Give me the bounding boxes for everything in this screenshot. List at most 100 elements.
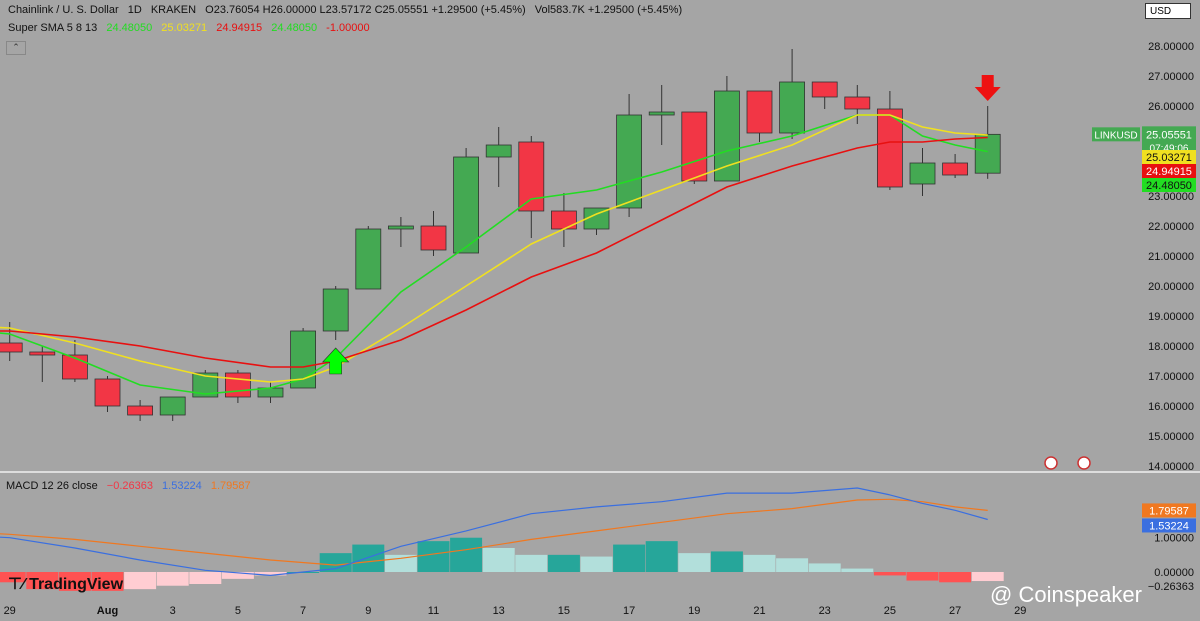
macd-hist-bar <box>319 553 352 572</box>
macd-hist-bar <box>254 572 287 576</box>
x-tick-label: 7 <box>300 605 306 617</box>
x-tick-label: 13 <box>493 605 505 617</box>
candle-body <box>29 351 56 356</box>
macd-hist-bar <box>939 572 972 583</box>
macd-hist-bar <box>189 572 222 584</box>
candle-body <box>0 342 23 353</box>
macd-line-tag <box>1142 518 1196 533</box>
symbol-title[interactable]: Chainlink / U. S. Dollar <box>8 4 119 16</box>
candle-body <box>877 108 903 188</box>
macd-signal-line <box>0 498 988 566</box>
y-tick-label: 18.00000 <box>1148 341 1194 353</box>
y-tick-label: 20.00000 <box>1148 281 1194 293</box>
y-tick-label: 17.00000 <box>1148 371 1194 383</box>
sma8-value: 25.03271 <box>161 22 208 34</box>
sma13-price-tag <box>1142 164 1196 178</box>
sma5-value: 24.48050 <box>106 22 153 34</box>
candle-body <box>453 156 480 254</box>
event-flag-icon <box>1077 456 1091 470</box>
sma13-value: 24.94915 <box>216 22 263 34</box>
macd-hist-bar <box>26 572 59 590</box>
macd-hist-bar <box>906 572 939 581</box>
candle-body <box>224 372 251 398</box>
candle-body <box>974 133 1001 174</box>
macd-y-tick-label: 0.00000 <box>1154 567 1194 579</box>
x-tick-label: 27 <box>949 605 961 617</box>
candle-body <box>648 111 675 116</box>
sma-legend[interactable]: Super SMA 5 8 13 24.48050 25.03271 24.94… <box>8 22 376 34</box>
exchange-label: KRAKEN <box>150 4 197 16</box>
macd-hist-bar <box>710 551 743 572</box>
candle-body <box>485 144 512 158</box>
macd-hist-bar <box>482 548 515 572</box>
macd-line-tag-text: 1.53224 <box>1149 520 1189 532</box>
coinspeaker-watermark: @ Coinspeaker <box>990 582 1142 608</box>
x-tick-label: 21 <box>753 605 765 617</box>
last-price-text: 25.05551 <box>1146 129 1192 141</box>
macd-signal-tag-text: 1.79587 <box>1149 505 1189 517</box>
currency-button[interactable]: USD <box>1145 3 1191 19</box>
sma-extra-neg-value: -1.00000 <box>326 22 370 34</box>
tradingview-logo: ⊤⁄ TradingView <box>8 574 123 594</box>
candle-body <box>909 162 936 185</box>
y-tick-label: 16.00000 <box>1148 401 1194 413</box>
collapse-legend-button[interactable]: ⌃ <box>6 41 26 55</box>
sma13-line <box>0 136 988 368</box>
candle-body <box>583 207 610 230</box>
macd-y-tick-label: 1.00000 <box>1154 533 1194 545</box>
macd-hist-bar <box>645 541 678 572</box>
x-tick-label: Aug <box>97 605 118 617</box>
macd-hist-bar <box>352 544 385 572</box>
macd-hist-bar <box>58 572 91 591</box>
sell-signal-arrow <box>974 75 1001 101</box>
x-tick-label: 9 <box>365 605 371 617</box>
candle-body <box>518 141 545 212</box>
x-tick-label: 3 <box>170 605 176 617</box>
buy-signal-arrow <box>322 347 350 375</box>
macd-hist-bar <box>515 554 548 572</box>
macd-hist-bar <box>450 537 483 572</box>
sma8-price-tag <box>1142 150 1196 164</box>
y-tick-label: 15.00000 <box>1148 431 1194 443</box>
sma5-price-tag-text: 24.48050 <box>1146 180 1192 192</box>
interval-label[interactable]: 1D <box>127 4 142 16</box>
ohlc-readout: O23.76054 H26.00000 L23.57172 C25.05551 … <box>205 4 526 16</box>
macd-hist-bar <box>743 554 776 572</box>
sma13-price-tag-text: 24.94915 <box>1146 166 1192 178</box>
candle-body <box>387 225 414 230</box>
macd-legend[interactable]: MACD 12 26 close −0.26363 1.53224 1.7958… <box>6 480 257 492</box>
sma-label: Super SMA 5 8 13 <box>8 22 98 34</box>
y-tick-label: 14.00000 <box>1148 461 1194 473</box>
macd-hist-bar <box>221 572 254 579</box>
candle-body <box>942 162 968 176</box>
x-tick-label: 15 <box>558 605 570 617</box>
macd-hist-bar <box>873 572 906 576</box>
macd-label: MACD 12 26 close <box>6 480 98 492</box>
tv-logo-text: TradingView <box>29 576 124 593</box>
sma8-price-tag-text: 25.03271 <box>1146 152 1192 164</box>
macd-hist-bar <box>776 558 809 572</box>
candle-body <box>420 225 447 251</box>
x-tick-label: 11 <box>428 605 439 617</box>
sma8-line <box>0 114 988 383</box>
y-tick-label: 27.00000 <box>1148 71 1194 83</box>
macd-hist-bar <box>384 554 417 572</box>
macd-hist-bar <box>841 568 874 572</box>
macd-hist-bar <box>0 572 26 583</box>
candles-group <box>0 49 1001 421</box>
x-tick-label: 23 <box>819 605 831 617</box>
macd-signal-value: 1.79587 <box>210 480 251 492</box>
candle-body <box>62 354 88 380</box>
y-tick-label: 22.00000 <box>1148 221 1194 233</box>
volume-readout: Vol583.7K +1.29500 (+5.45%) <box>534 4 683 16</box>
candle-body <box>94 378 121 407</box>
event-flag-icon <box>1044 456 1058 470</box>
candle-body <box>779 81 805 134</box>
chart-header: Chainlink / U. S. Dollar 1D KRAKEN O23.7… <box>8 4 688 16</box>
candle-body <box>714 90 740 182</box>
candle-body <box>844 96 871 110</box>
tv-logo-mark: ⊤⁄ <box>8 576 30 593</box>
macd-hist-bar <box>613 544 646 572</box>
macd-hist-bar <box>156 572 189 586</box>
